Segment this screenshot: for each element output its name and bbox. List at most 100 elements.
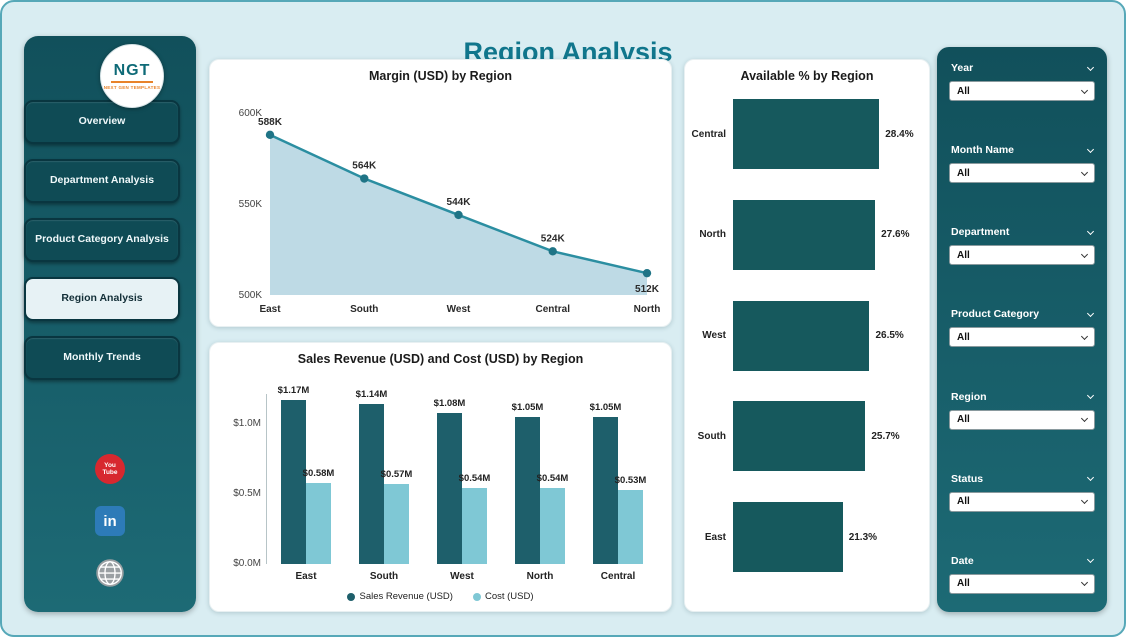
y-axis-label: West	[702, 330, 726, 341]
sales-cost-chart-card: Sales Revenue (USD) and Cost (USD) by Re…	[209, 342, 672, 612]
data-point[interactable]	[548, 247, 557, 256]
sales-revenue-usd-bar[interactable]: $1.14M	[356, 389, 387, 564]
filter-select-status[interactable]: All	[949, 491, 1095, 512]
x-axis-label: North	[526, 571, 554, 582]
data-label: 544K	[447, 197, 472, 208]
filter-label: Month Name	[951, 144, 1014, 157]
legend-label: Sales Revenue (USD)	[359, 591, 453, 602]
sidebar-item-product-category-analysis[interactable]: Product Category Analysis	[24, 218, 180, 262]
bar-value-label: $1.05M	[589, 402, 622, 413]
bar-value-label: $1.08M	[433, 397, 466, 409]
dropdown-arrow-icon	[1080, 168, 1089, 176]
filter-select-month-name[interactable]: All	[949, 163, 1095, 184]
sidebar-item-monthly-trends[interactable]: Monthly Trends	[24, 336, 180, 380]
filter-label: Status	[951, 472, 984, 485]
dropdown-arrow-icon	[1080, 86, 1089, 94]
cost-usd-bar[interactable]: $0.58M	[303, 468, 334, 564]
bar-group-east: $1.17M $0.58M East	[274, 385, 338, 582]
bar-value-label: $1.17M	[277, 385, 310, 397]
hbar-row-central: Central 28.4%	[687, 99, 925, 169]
data-label: 524K	[541, 233, 566, 244]
y-axis-tick: 550K	[239, 199, 263, 210]
margin-chart-title: Margin (USD) by Region	[368, 69, 513, 83]
sales-cost-chart-title: Sales Revenue (USD) and Cost (USD) by Re…	[297, 352, 584, 366]
available-bars: Central 28.4% North 27.6% West 26.5% South 25.7…	[685, 91, 929, 586]
y-axis-label: East	[704, 531, 726, 543]
filter-label: Product Category	[951, 308, 1040, 321]
chevron-down-icon[interactable]	[1086, 227, 1095, 235]
sales-revenue-usd-bar[interactable]: $1.17M	[278, 385, 309, 564]
margin-area-chart[interactable]: 600K 550K 500K 588K East 564K South 544K West 524…	[218, 83, 663, 319]
chevron-down-icon[interactable]	[1086, 474, 1095, 482]
chevron-down-icon[interactable]	[1086, 309, 1095, 318]
filter-panel: Year All Month Name All Department All Product…	[937, 47, 1107, 612]
filter-select-product-category[interactable]: All	[949, 327, 1095, 348]
chart-legend: Sales Revenue (USD) Cost (USD)	[210, 591, 671, 602]
bar-group-south: $1.14M $0.57M South	[352, 389, 416, 582]
legend-dot	[347, 592, 356, 601]
x-axis-label: West	[450, 571, 474, 582]
youtube-icon[interactable]: You Tube	[95, 454, 125, 484]
bar-group-north: $1.05M $0.54M North	[508, 394, 572, 582]
bar-value-label: 27.6%	[881, 229, 910, 241]
sales-revenue-usd-bar[interactable]: $1.08M	[434, 398, 465, 564]
cost-usd-bar[interactable]: $0.53M	[615, 475, 646, 564]
filter-select-region[interactable]: All	[949, 409, 1095, 430]
logo-subtext: NEXT GEN TEMPLATES	[103, 85, 161, 90]
filter-label: Year	[951, 62, 974, 74]
chevron-down-icon[interactable]	[1086, 63, 1095, 71]
y-axis-label: North	[699, 229, 726, 241]
hbar-row-east: East 21.3%	[687, 502, 925, 572]
filter-selected-value: All	[957, 249, 970, 261]
bar-value-label: 21.3%	[848, 531, 878, 543]
filter-select-department[interactable]: All	[949, 245, 1095, 266]
available-bar-north[interactable]	[733, 199, 876, 270]
linkedin-icon[interactable]: in	[95, 506, 125, 536]
dropdown-arrow-icon	[1080, 579, 1089, 587]
bar-value-label: 25.7%	[871, 430, 900, 442]
cost-usd-bar[interactable]: $0.54M	[537, 473, 568, 564]
data-point[interactable]	[360, 174, 369, 183]
available-bar-south[interactable]	[733, 401, 866, 472]
data-point[interactable]	[265, 130, 275, 140]
cost-usd-bar[interactable]: $0.57M	[381, 469, 412, 564]
globe-icon[interactable]	[95, 558, 125, 588]
hbar-row-south: South 25.7%	[687, 401, 925, 472]
x-axis-label: West	[447, 304, 471, 315]
sidebar-item-overview[interactable]: Overview	[24, 100, 180, 144]
filter-selected-value: All	[957, 85, 970, 97]
filter-label: Region	[951, 390, 987, 403]
sales-cost-plot-area: $0.0M $0.5M $1.0M $1.17M $0.58M East $1.14M $0.…	[233, 385, 657, 582]
chevron-down-icon[interactable]	[1086, 145, 1095, 153]
legend-item-sales-revenue-usd[interactable]: Sales Revenue (USD)	[347, 591, 453, 602]
sales-revenue-usd-bar[interactable]: $1.05M	[590, 402, 621, 564]
chevron-down-icon[interactable]	[1086, 556, 1095, 564]
available-bar-central[interactable]	[733, 99, 880, 169]
filter-label-row: Product Category	[949, 308, 1095, 320]
filter-product-category: Product Category All	[949, 308, 1095, 348]
filter-label-row: Date	[949, 555, 1095, 567]
bar-value-label: $0.54M	[536, 473, 569, 485]
dropdown-arrow-icon	[1080, 415, 1089, 423]
filter-status: Status All	[949, 473, 1095, 512]
filter-selected-value: All	[957, 496, 970, 508]
bar-value-label: $0.58M	[302, 467, 335, 479]
cost-usd-bar[interactable]: $0.54M	[459, 473, 490, 564]
data-point[interactable]	[642, 268, 652, 278]
data-label: 588K	[258, 117, 283, 128]
available-bar-east[interactable]	[733, 502, 843, 572]
data-point[interactable]	[454, 210, 463, 220]
sales-revenue-usd-bar[interactable]: $1.05M	[512, 402, 543, 564]
chevron-down-icon[interactable]	[1086, 392, 1095, 400]
available-bar-west[interactable]	[733, 300, 870, 371]
filter-select-year[interactable]: All	[949, 81, 1095, 101]
legend-item-cost-usd[interactable]: Cost (USD)	[472, 591, 534, 602]
dropdown-arrow-icon	[1080, 250, 1089, 258]
data-label: 512K	[635, 284, 660, 295]
sidebar-item-department-analysis[interactable]: Department Analysis	[24, 159, 180, 203]
filter-select-date[interactable]: All	[949, 573, 1095, 594]
dropdown-arrow-icon	[1080, 332, 1089, 341]
sidebar-item-region-analysis[interactable]: Region Analysis	[24, 277, 180, 321]
data-label: 564K	[352, 161, 377, 172]
